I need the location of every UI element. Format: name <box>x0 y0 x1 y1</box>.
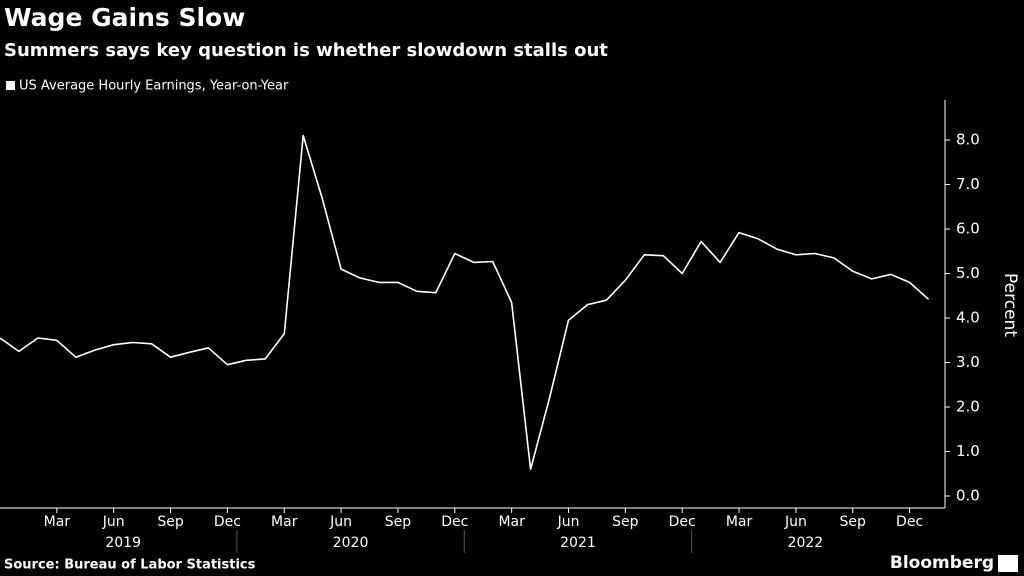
x-tick-label: Sep <box>385 514 412 530</box>
x-tick-label: Dec <box>896 514 923 530</box>
y-tick-label: 5.0 <box>956 264 980 282</box>
y-tick-label: 7.0 <box>956 175 980 193</box>
y-tick-label: 6.0 <box>956 220 980 238</box>
year-label: 2022 <box>788 535 824 551</box>
x-tick-label: Sep <box>612 514 639 530</box>
x-tick-label: Dec <box>669 514 696 530</box>
y-tick-label: 0.0 <box>956 486 980 504</box>
x-tick-label: Mar <box>44 514 71 530</box>
chart-subtitle: Summers says key question is whether slo… <box>4 40 608 61</box>
series-line <box>0 134 930 471</box>
x-tick-label: Mar <box>271 514 298 530</box>
year-label: 2020 <box>333 535 369 551</box>
x-tick-label: Mar <box>726 514 753 530</box>
x-tick-label: Jun <box>557 514 580 530</box>
source: Source: Bureau of Labor Statistics <box>4 558 256 573</box>
y-tick-label: 4.0 <box>956 309 980 327</box>
y-tick-label: 2.0 <box>956 398 980 416</box>
x-tick-label: Dec <box>214 514 241 530</box>
y-tick-label: 1.0 <box>956 442 980 460</box>
x-tick-label: Sep <box>840 514 867 530</box>
legend-label: US Average Hourly Earnings, Year-on-Year <box>19 79 289 94</box>
legend-swatch <box>6 81 15 90</box>
x-tick-label: Sep <box>157 514 184 530</box>
logo <box>998 555 1018 572</box>
x-tick-label: Jun <box>329 514 352 530</box>
y-tick-label: 3.0 <box>956 353 980 371</box>
year-label: 2021 <box>560 535 596 551</box>
x-tick-label: Jun <box>102 514 125 530</box>
x-tick-label: Jun <box>784 514 807 530</box>
x-tick-label: Dec <box>441 514 468 530</box>
y-tick-label: 8.0 <box>956 131 980 149</box>
x-tick-label: Mar <box>498 514 525 530</box>
y-axis-label: Percent <box>1000 273 1020 337</box>
branding: Bloomberg <box>890 553 994 573</box>
year-label: 2019 <box>105 535 141 551</box>
chart-title: Wage Gains Slow <box>4 3 245 32</box>
